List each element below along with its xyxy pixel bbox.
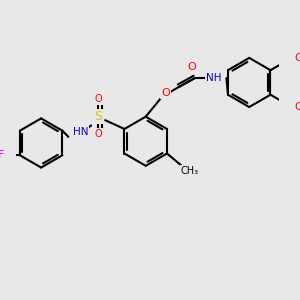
- Text: O: O: [94, 94, 102, 104]
- Text: O: O: [294, 102, 300, 112]
- Text: NH: NH: [206, 73, 222, 83]
- Text: O: O: [294, 53, 300, 63]
- Text: S: S: [94, 110, 102, 123]
- Text: HN: HN: [73, 128, 88, 137]
- Text: F: F: [0, 150, 4, 160]
- Text: O: O: [188, 62, 197, 72]
- Text: O: O: [94, 129, 102, 139]
- Text: CH₃: CH₃: [181, 166, 199, 176]
- Text: O: O: [161, 88, 170, 98]
